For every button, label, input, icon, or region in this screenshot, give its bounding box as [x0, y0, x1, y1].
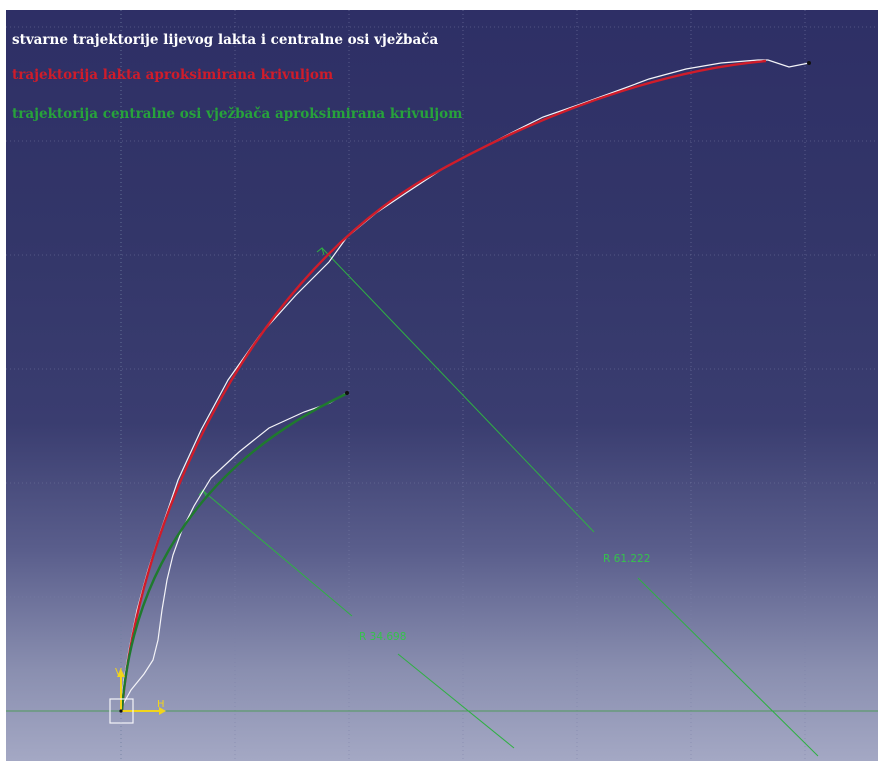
origin-point[interactable]	[119, 709, 123, 713]
dimension-small-radius[interactable]	[198, 489, 515, 749]
dimension-line[interactable]	[321, 247, 595, 533]
legend-axis-curve: trajektorija centralne osi vježbača apro…	[12, 106, 463, 122]
h-arrow-head	[159, 707, 166, 715]
legend-actual-trajectories: stvarne trajektorije lijevog lakta i cen…	[12, 32, 439, 48]
sketch-viewport[interactable]: R 61.222 R 34.698 H V stvarne trajektori…	[6, 10, 878, 761]
dimension-line[interactable]	[397, 653, 515, 749]
dimension-large-radius[interactable]	[316, 247, 819, 757]
actual-axis-trajectory[interactable]	[120, 392, 347, 709]
elbow-trajectory-endpoint[interactable]	[807, 61, 811, 65]
grid	[6, 10, 878, 761]
elbow-approximation-curve[interactable]	[120, 59, 767, 711]
large-radius-label[interactable]: R 61.222	[603, 553, 650, 565]
origin-point-box[interactable]	[109, 698, 134, 724]
small-radius-label[interactable]: R 34.698	[359, 631, 406, 643]
v-axis-label: V	[115, 667, 122, 678]
axis-approximation-curve[interactable]	[120, 392, 347, 711]
axes	[6, 10, 878, 761]
axis-trajectory-endpoint[interactable]	[345, 391, 349, 395]
h-axis-label: H	[157, 699, 165, 710]
origin-axis-marker[interactable]: H V	[109, 667, 166, 724]
dimension-arrow	[198, 489, 207, 497]
dimension-line[interactable]	[637, 577, 819, 757]
dimension-line[interactable]	[201, 489, 353, 617]
sketch-canvas[interactable]: R 61.222 R 34.698 H V	[6, 10, 878, 761]
dimension-arrow	[316, 247, 325, 256]
v-arrow-head	[117, 669, 125, 677]
legend-elbow-curve: trajektorija lakta aproksimirana krivulj…	[12, 67, 334, 83]
